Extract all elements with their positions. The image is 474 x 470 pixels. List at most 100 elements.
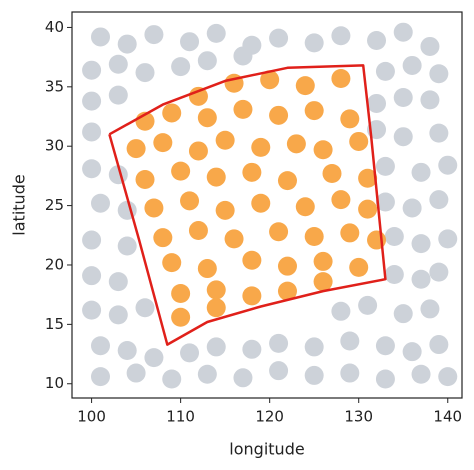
point — [233, 368, 253, 388]
point — [153, 228, 173, 248]
point — [242, 250, 262, 270]
point — [420, 36, 440, 56]
point — [304, 226, 324, 246]
y-tick-label: 40 — [45, 18, 64, 36]
point — [286, 134, 306, 154]
point — [206, 337, 226, 357]
point — [215, 200, 235, 220]
point — [269, 333, 289, 353]
point — [162, 369, 182, 389]
point — [242, 162, 262, 182]
point — [135, 169, 155, 189]
point — [82, 159, 102, 179]
point — [393, 304, 413, 324]
point — [162, 103, 182, 123]
y-tick-label: 10 — [45, 374, 64, 392]
point — [429, 262, 449, 282]
point — [126, 139, 146, 159]
y-tick-label: 30 — [45, 137, 64, 155]
point — [188, 221, 208, 241]
point — [411, 269, 431, 289]
point — [108, 85, 128, 105]
point — [242, 339, 262, 359]
point — [260, 70, 280, 90]
point — [153, 133, 173, 153]
point — [375, 369, 395, 389]
point — [206, 280, 226, 300]
point — [144, 198, 164, 218]
y-tick-label: 35 — [45, 77, 64, 95]
point — [180, 191, 200, 211]
point — [206, 298, 226, 318]
point — [90, 27, 110, 47]
point — [402, 198, 422, 218]
point — [90, 336, 110, 356]
point — [358, 168, 378, 188]
point — [188, 141, 208, 161]
point — [269, 222, 289, 242]
point — [117, 236, 137, 256]
region-outline — [108, 64, 387, 346]
point — [90, 193, 110, 213]
y-tick-label: 15 — [45, 315, 64, 333]
point — [295, 197, 315, 217]
point — [180, 343, 200, 363]
point — [180, 32, 200, 52]
x-tick-label: 140 — [433, 408, 462, 426]
point — [117, 34, 137, 54]
point — [402, 342, 422, 362]
y-axis-title: latitude — [10, 174, 29, 235]
point — [251, 137, 271, 157]
point — [126, 363, 146, 383]
point — [242, 286, 262, 306]
y-tick-label: 20 — [45, 255, 64, 273]
point — [269, 361, 289, 381]
point — [251, 193, 271, 213]
point — [277, 171, 297, 191]
point — [393, 127, 413, 147]
point — [197, 51, 217, 71]
x-tick-label: 110 — [166, 408, 195, 426]
point — [197, 259, 217, 279]
point — [331, 69, 351, 89]
point — [215, 130, 235, 150]
point — [269, 105, 289, 125]
point — [429, 64, 449, 84]
point — [429, 335, 449, 355]
point — [349, 131, 369, 151]
point — [367, 31, 387, 51]
point — [108, 305, 128, 325]
point — [82, 122, 102, 142]
point — [277, 281, 297, 301]
point — [206, 167, 226, 187]
point — [411, 234, 431, 254]
point — [420, 90, 440, 110]
x-tick-label: 100 — [77, 408, 106, 426]
point — [340, 109, 360, 129]
point — [420, 299, 440, 319]
point — [340, 223, 360, 243]
point — [82, 230, 102, 250]
point — [313, 272, 333, 292]
point — [171, 283, 191, 303]
point — [304, 101, 324, 121]
point — [277, 256, 297, 276]
point — [295, 76, 315, 96]
point — [135, 298, 155, 318]
point — [224, 229, 244, 249]
point — [313, 251, 333, 271]
point — [438, 229, 458, 249]
point — [82, 300, 102, 320]
point — [313, 140, 333, 160]
point — [206, 23, 226, 43]
point — [197, 364, 217, 384]
point — [402, 55, 422, 75]
point — [367, 93, 387, 113]
point — [429, 190, 449, 210]
point — [108, 272, 128, 292]
point — [393, 88, 413, 108]
point — [411, 364, 431, 384]
point — [349, 257, 369, 277]
point — [438, 155, 458, 175]
